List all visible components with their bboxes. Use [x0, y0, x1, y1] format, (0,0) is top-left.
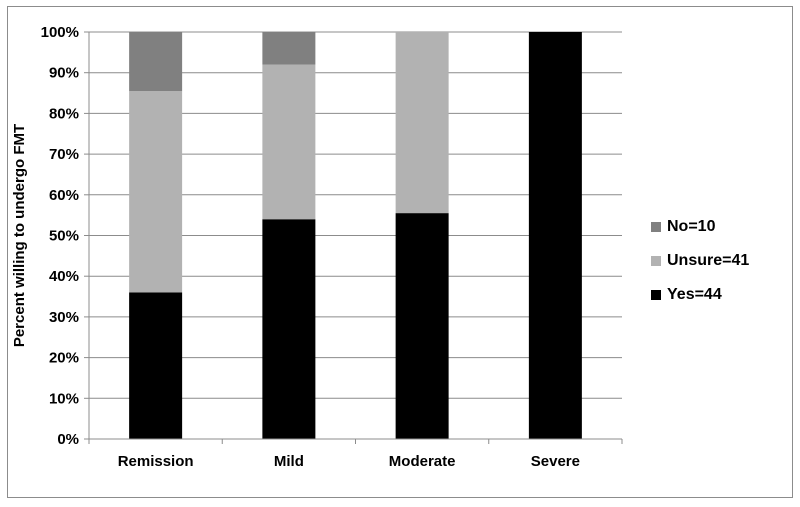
x-tick-label: Mild — [274, 453, 304, 470]
x-tick-label: Moderate — [389, 453, 456, 470]
y-tick-label: 10% — [49, 390, 79, 407]
legend-swatch — [651, 256, 661, 266]
legend: No=10 Unsure=41 Yes=44 — [651, 210, 749, 312]
x-tick-label: Remission — [118, 453, 194, 470]
bar-segment — [262, 32, 316, 65]
bars — [129, 32, 582, 439]
y-tick-label: 60% — [49, 187, 79, 204]
legend-swatch — [651, 290, 661, 300]
legend-item: Unsure=41 — [651, 244, 749, 278]
legend-swatch — [651, 222, 661, 232]
x-tick-label: Severe — [531, 453, 580, 470]
legend-item: No=10 — [651, 210, 749, 244]
bar-segment — [262, 219, 316, 439]
bar-segment — [395, 32, 449, 214]
y-tick-label: 50% — [49, 228, 79, 245]
bar-segment — [262, 64, 316, 220]
y-axis-title: Percent willing to undergo FMT — [11, 124, 28, 347]
bar-segment — [129, 32, 183, 92]
x-axis-ticks: Remission Mild Moderate Severe — [88, 439, 623, 470]
y-tick-label: 0% — [57, 431, 79, 448]
y-tick-label: 90% — [49, 65, 79, 82]
y-tick-label: 80% — [49, 105, 79, 122]
legend-item: Yes=44 — [651, 278, 749, 312]
bar-segment — [129, 292, 183, 439]
y-tick-label: 70% — [49, 146, 79, 163]
bar-segment — [129, 91, 183, 293]
y-axis-ticks: 0% 10% 20% 30% 40% 50% 60% 70% 80% 90% 100% — [41, 24, 89, 448]
y-tick-label: 30% — [49, 309, 79, 326]
bar-segment — [528, 32, 582, 439]
bar-segment — [395, 213, 449, 439]
legend-label: Yes=44 — [667, 286, 722, 303]
y-tick-label: 100% — [41, 24, 79, 41]
legend-label: No=10 — [667, 218, 716, 235]
legend-label: Unsure=41 — [667, 252, 750, 269]
y-tick-label: 40% — [49, 268, 79, 285]
y-tick-label: 20% — [49, 350, 79, 367]
